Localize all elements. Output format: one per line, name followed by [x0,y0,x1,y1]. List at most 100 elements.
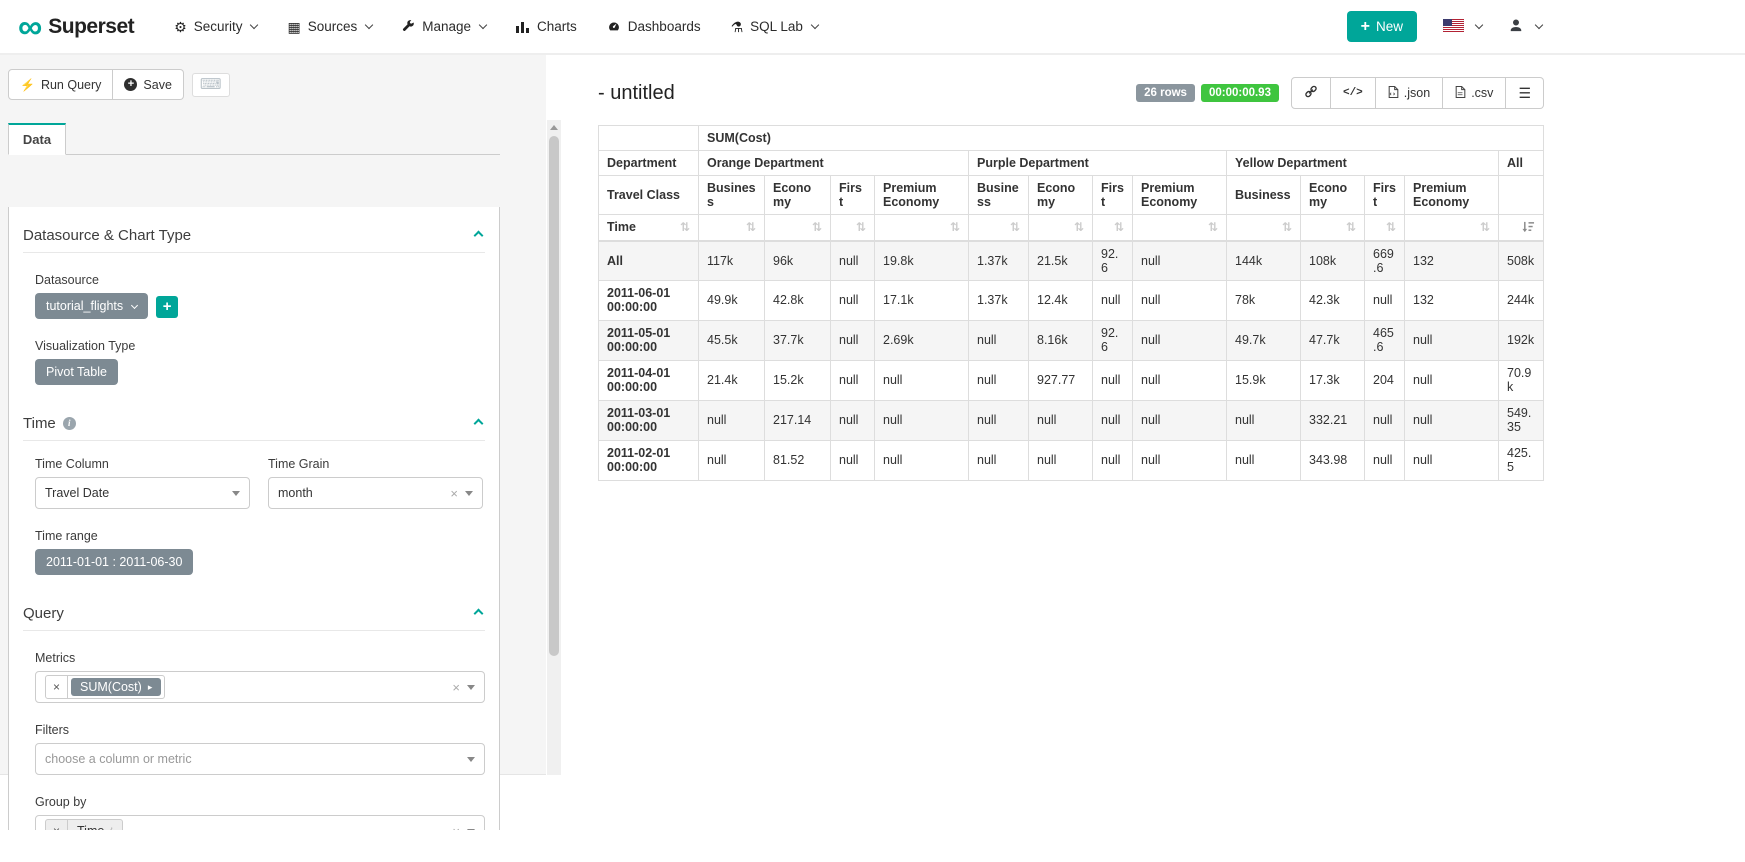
metrics-select[interactable]: × SUM(Cost) ▸ × [35,671,485,703]
pivot-cell: 15.9k [1227,360,1301,400]
travel-class-corner-cell: Travel Class [599,176,699,215]
chart-menu-button[interactable]: ☰ [1506,77,1544,109]
nav-item-sql-lab[interactable]: ⚗ SQL Lab [719,11,830,42]
column-sort-header-cell[interactable]: ⇅ [875,215,969,241]
pivot-cell: 12.4k [1029,280,1093,320]
column-sort-header-cell[interactable]: ⇅ [969,215,1029,241]
chevron-down-icon [131,301,138,308]
column-sort-header-cell[interactable]: ⇅ [765,215,831,241]
scrollbar-thumb[interactable] [549,136,559,656]
metrics-label: Metrics [35,651,485,665]
viz-type-selector[interactable]: Pivot Table [35,359,118,385]
keyboard-shortcuts-button[interactable]: ⌨ [192,73,230,97]
select-caret-icon [232,491,240,496]
tab-data[interactable]: Data [8,123,66,155]
pivot-cell: 2.69k [875,320,969,360]
scrollbar-up-arrow[interactable] [547,120,561,134]
bolt-icon: ⚡ [20,78,35,92]
travel-class-header-cell: First [1093,176,1133,215]
pivot-cell: null [1133,400,1227,440]
nav-item-manage[interactable]: Manage [390,11,498,42]
clear-icon[interactable]: × [449,681,463,694]
nav-item-security[interactable]: ⚙ Security [162,11,269,42]
section-title: Time [23,415,56,432]
remove-tag-icon[interactable]: × [46,820,68,830]
edit-datasource-button[interactable]: + [156,296,178,318]
time-range-selector[interactable]: 2011-01-01 : 2011-06-30 [35,549,193,575]
pivot-cell: null [1133,440,1227,480]
travel-class-header-cell: Economy [1029,176,1093,215]
info-icon[interactable]: i [63,417,76,430]
column-sort-header-cell[interactable]: ⇅ [831,215,875,241]
groupby-tag[interactable]: × Time i [45,819,123,830]
nav-item-dashboards[interactable]: Dashboards [595,11,713,42]
pivot-cell: 37.7k [765,320,831,360]
column-sort-header-cell[interactable]: ⇅ [1405,215,1499,241]
time-column-label: Time Column [35,457,250,471]
pivot-cell: 192k [1499,320,1544,360]
pivot-cell: 21.4k [699,360,765,400]
file-csv-icon [1455,85,1466,102]
select-caret-icon [467,685,475,690]
section-query[interactable]: Query [23,605,485,631]
export-csv-button[interactable]: .csv [1443,77,1506,109]
export-json-button[interactable]: .json [1376,77,1443,109]
sort-icon: ⇅ [1074,220,1084,234]
navbar: ∞ Superset ⚙ Security ▦ Sources Manage C… [0,0,1745,55]
column-sort-header-cell[interactable]: ⇅ [1227,215,1301,241]
dashboard-icon [607,20,621,33]
column-sort-header-cell[interactable]: ⇅ [1133,215,1227,241]
save-button[interactable]: + Save [113,69,184,100]
user-menu[interactable] [1508,18,1542,36]
pivot-cell: 78k [1227,280,1301,320]
pivot-cell: null [1405,360,1499,400]
pivot-cell: 21.5k [1029,241,1093,281]
clear-icon[interactable]: × [447,487,461,500]
column-sort-header-cell[interactable]: ⇅ [1029,215,1093,241]
section-time[interactable]: Time i [23,415,485,441]
us-flag-icon [1443,19,1464,35]
column-sort-header-cell[interactable]: ⇅ [699,215,765,241]
language-selector[interactable] [1443,19,1482,35]
run-query-button[interactable]: ⚡ Run Query [8,69,113,100]
pivot-cell: 117k [699,241,765,281]
sort-icon: ⇅ [1480,220,1490,234]
pivot-cell: null [1365,440,1405,480]
filters-select[interactable]: choose a column or metric [35,743,485,775]
code-icon: </> [1343,87,1363,99]
sort-icon: ⇅ [1208,220,1218,234]
sort-icon: ⇅ [1386,220,1396,234]
metric-name: SUM(Cost) [80,680,142,694]
view-query-button[interactable]: </> [1331,77,1376,109]
section-datasource-chart-type[interactable]: Datasource & Chart Type [23,227,485,253]
metric-pill[interactable]: SUM(Cost) ▸ [71,678,161,696]
superset-logo[interactable]: ∞ Superset [18,12,134,42]
department-header-cell: Orange Department [699,151,969,176]
column-sort-header-cell[interactable]: ⇅ [1093,215,1133,241]
controls-scrollbar[interactable] [547,120,561,775]
clear-icon[interactable]: × [449,825,463,831]
nav-item-charts[interactable]: Charts [504,11,589,42]
datasource-selector[interactable]: tutorial_flights [35,293,148,319]
time-grain-select[interactable]: month × [268,477,483,509]
travel-class-header-cell: First [1365,176,1405,215]
new-button[interactable]: + New [1347,11,1417,42]
nav-label: Security [194,19,243,34]
chevron-down-icon [250,21,258,29]
pivot-cell: null [1093,400,1133,440]
metric-tag[interactable]: × SUM(Cost) ▸ [45,675,165,699]
time-row-label: Time [607,220,636,234]
remove-metric-icon[interactable]: × [46,676,68,698]
all-column-sort-header-cell[interactable] [1499,215,1544,241]
chart-title[interactable]: - untitled [598,82,675,105]
time-column-select[interactable]: Travel Date [35,477,250,509]
short-link-button[interactable] [1291,77,1331,109]
nav-item-sources[interactable]: ▦ Sources [275,11,384,42]
info-icon: i [109,824,112,831]
column-sort-header-cell[interactable]: ⇅ [1365,215,1405,241]
column-sort-header-cell[interactable]: ⇅ [1301,215,1365,241]
plus-icon: + [1361,21,1370,33]
groupby-select[interactable]: × Time i × [35,815,485,830]
time-sort-header-cell[interactable]: Time⇅ [599,215,699,241]
travel-class-header-cell: First [831,176,875,215]
